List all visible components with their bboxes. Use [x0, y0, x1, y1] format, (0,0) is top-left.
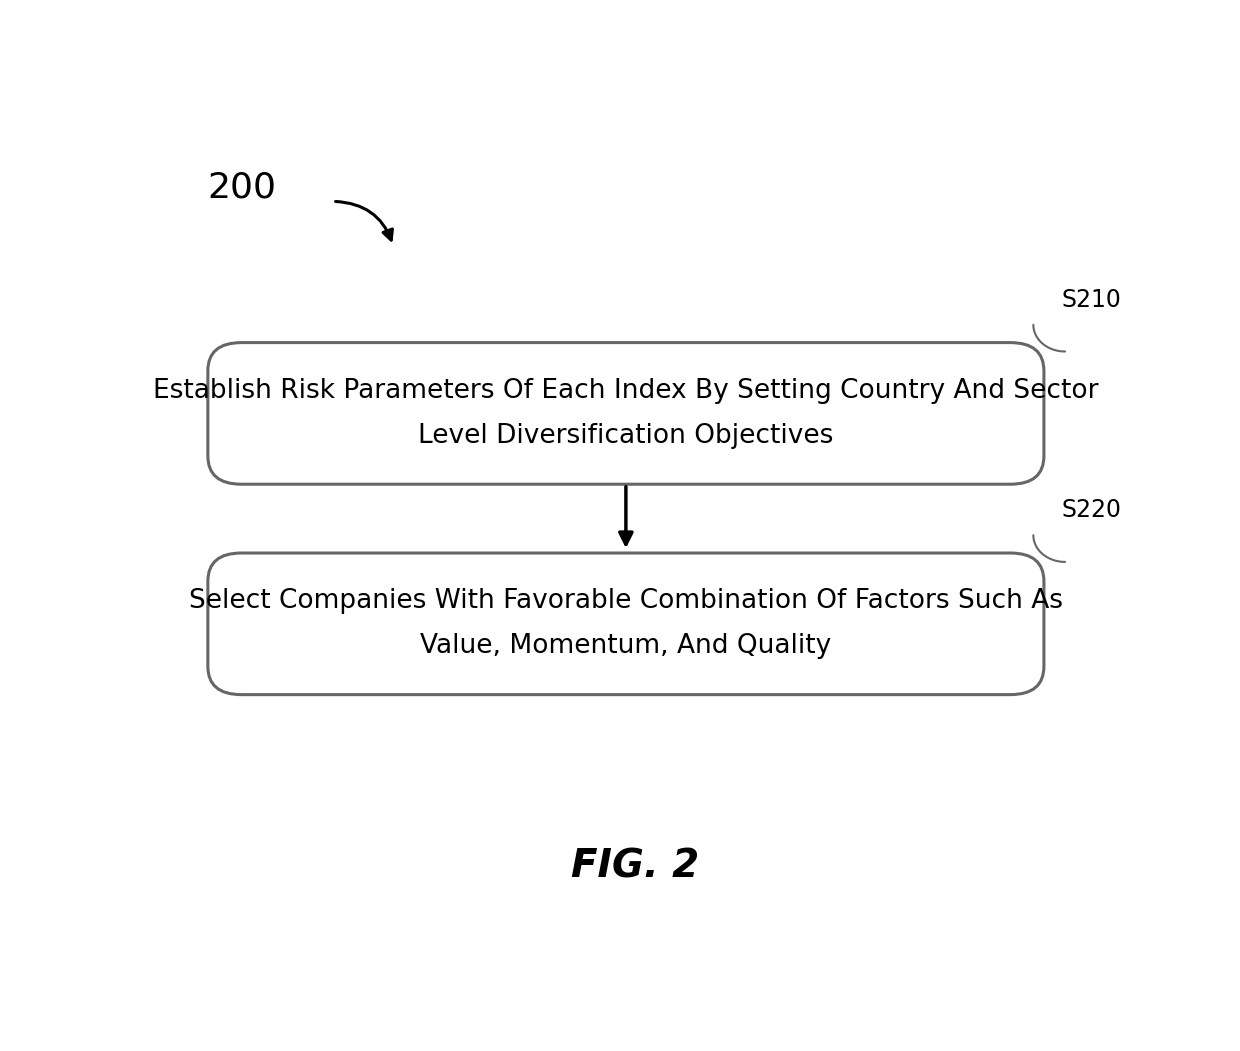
FancyBboxPatch shape	[208, 343, 1044, 485]
Text: Establish Risk Parameters Of Each Index By Setting Country And Sector: Establish Risk Parameters Of Each Index …	[153, 377, 1099, 404]
Text: Level Diversification Objectives: Level Diversification Objectives	[418, 424, 833, 449]
Text: 200: 200	[208, 170, 277, 205]
Text: Value, Momentum, And Quality: Value, Momentum, And Quality	[420, 634, 832, 659]
Text: S220: S220	[1061, 498, 1121, 522]
Text: FIG. 2: FIG. 2	[572, 847, 699, 886]
FancyBboxPatch shape	[208, 553, 1044, 695]
Text: Select Companies With Favorable Combination Of Factors Such As: Select Companies With Favorable Combinat…	[188, 589, 1063, 614]
Text: S210: S210	[1061, 288, 1121, 312]
